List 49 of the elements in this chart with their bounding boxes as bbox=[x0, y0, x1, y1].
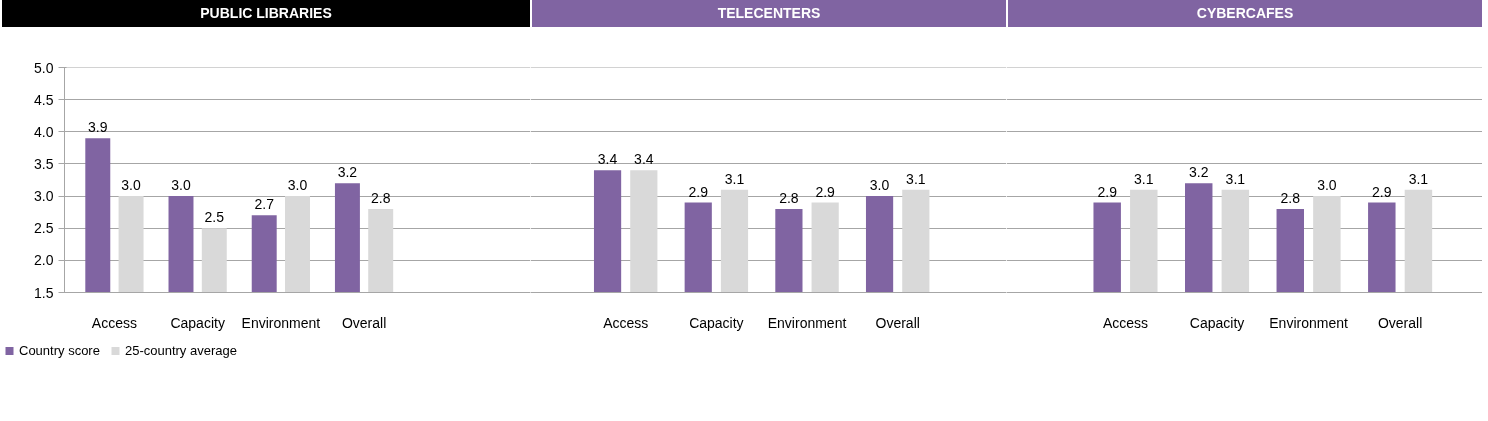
data-label: 3.1 bbox=[906, 170, 926, 187]
data-label: 2.8 bbox=[779, 189, 799, 206]
data-label: 3.2 bbox=[1189, 164, 1209, 181]
y-tick-label: 1.5 bbox=[34, 284, 54, 301]
x-tick-label: Access bbox=[603, 314, 649, 331]
data-label: 3.9 bbox=[88, 119, 108, 136]
y-tick-label: 5.0 bbox=[34, 59, 54, 76]
data-label: 2.9 bbox=[1097, 183, 1118, 200]
y-tick-label: 4.5 bbox=[34, 91, 54, 108]
y-tick-label: 3.0 bbox=[34, 188, 54, 205]
data-label: 2.7 bbox=[254, 196, 275, 213]
data-label: 2.9 bbox=[688, 183, 709, 200]
chart-title: PUBLIC LIBRARIES bbox=[200, 4, 332, 23]
data-label: 2.9 bbox=[1372, 183, 1392, 200]
x-tick-label: Environment bbox=[767, 314, 847, 331]
x-tick-label: Capacity bbox=[1189, 314, 1245, 331]
x-tick-label: Access bbox=[1102, 314, 1149, 331]
y-tick-label: 4.0 bbox=[34, 123, 54, 140]
x-tick-label: Environment bbox=[241, 314, 321, 331]
data-label: 2.9 bbox=[815, 183, 836, 200]
data-label: 3.2 bbox=[337, 164, 358, 181]
x-tick-label: Overall bbox=[1377, 314, 1423, 331]
data-label: 3.1 bbox=[1408, 170, 1429, 187]
data-label: 3.4 bbox=[634, 151, 654, 168]
x-tick-label: Overall bbox=[341, 314, 387, 331]
data-label: 2.5 bbox=[204, 209, 225, 226]
x-tick-label: Access bbox=[91, 314, 137, 331]
y-tick-label: 2.5 bbox=[34, 220, 54, 237]
data-label: 3.0 bbox=[171, 177, 191, 194]
data-label: 3.4 bbox=[597, 151, 618, 168]
x-tick-label: Overall bbox=[875, 314, 920, 331]
data-label: 3.1 bbox=[724, 170, 745, 187]
legend-label: Country score bbox=[19, 342, 100, 358]
y-tick-label: 3.5 bbox=[34, 155, 54, 172]
data-label: 3.1 bbox=[1134, 170, 1154, 187]
data-label: 3.0 bbox=[287, 177, 308, 194]
data-label: 3.0 bbox=[121, 177, 142, 194]
chart-title: CYBERCAFES bbox=[1196, 4, 1294, 23]
data-label: 2.8 bbox=[1280, 189, 1301, 206]
data-label: 2.8 bbox=[370, 189, 391, 206]
data-label: 3.0 bbox=[1317, 177, 1337, 194]
data-label: 3.0 bbox=[869, 177, 890, 194]
x-tick-label: Environment bbox=[1269, 314, 1348, 331]
y-tick-label: 2.0 bbox=[34, 252, 54, 269]
x-tick-label: Capacity bbox=[689, 314, 744, 331]
legend-label: 25-country average bbox=[124, 342, 237, 358]
chart-title: TELECENTERS bbox=[717, 4, 821, 23]
x-tick-label: Capacity bbox=[170, 314, 225, 331]
data-label: 3.1 bbox=[1225, 170, 1246, 187]
